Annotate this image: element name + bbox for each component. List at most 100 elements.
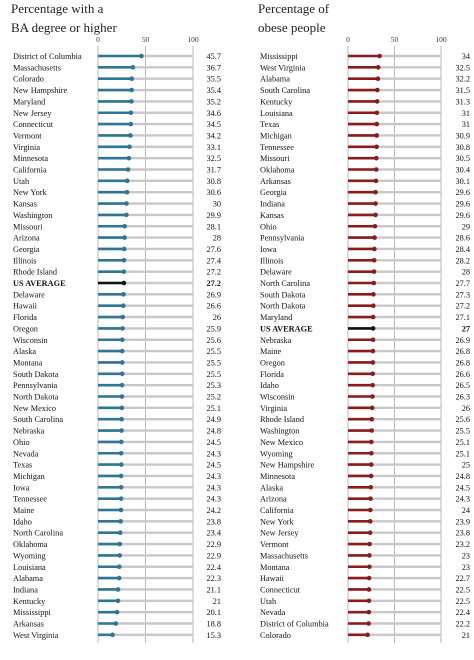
- chart-2-data-label: 22.5: [455, 597, 470, 606]
- chart-2-bar-dot: [367, 564, 372, 570]
- chart-1-row-label: Minnesota: [13, 154, 48, 163]
- chart-1-bar-dot: [117, 530, 123, 535]
- chart-1-data-label: 26.9: [206, 290, 221, 299]
- chart-2-data-label: 28.6: [455, 234, 470, 243]
- chart-2-data-label: 29.6: [455, 211, 470, 220]
- chart-2-bar-dot: [370, 326, 376, 331]
- chart-2-bar-dot: [366, 621, 371, 626]
- chart-2-row-label: Mississippi: [260, 52, 299, 61]
- chart-1-row-label: Louisiana: [13, 563, 46, 572]
- chart-2-data-label: 23.2: [455, 540, 470, 549]
- chart-1-data-label: 25.3: [206, 381, 221, 390]
- chart-1-row-label: Iowa: [13, 483, 30, 492]
- chart-2-row-label: Washington: [260, 427, 300, 436]
- chart-2-data-label: 22.5: [455, 585, 470, 594]
- chart-1-row-label: Massachusetts: [13, 63, 61, 72]
- chart-2-bar-dot: [369, 439, 374, 445]
- chart-1-row-label: Pennsylvania: [13, 381, 58, 390]
- chart-2-data-label: 22.4: [455, 608, 470, 617]
- chart-1-bar-dot: [119, 405, 125, 411]
- chart-2-bar-dot: [371, 292, 376, 297]
- chart-2-bar-dot: [369, 416, 375, 422]
- chart-2-data-label: 27: [462, 324, 470, 333]
- chart-2-row-label: California: [260, 506, 294, 515]
- chart-2-row-label: Florida: [260, 370, 284, 379]
- chart-1-row-label: Idaho: [13, 517, 32, 526]
- chart-2-bar-dot: [373, 178, 379, 184]
- chart-2-data-label: 28.2: [455, 256, 470, 265]
- chart-1-data-label: 22.9: [206, 540, 221, 549]
- chart-1-data-label: 30: [213, 200, 221, 209]
- chart-2-row-label: Louisiana: [260, 109, 293, 118]
- chart-2-row-label: Arizona: [260, 495, 287, 504]
- chart-1-bar-dot: [118, 496, 124, 501]
- chart-1-tick-label-50: 50: [142, 35, 150, 44]
- chart-1-row-label: Delaware: [13, 290, 45, 299]
- chart-1-bar-dot: [119, 371, 125, 377]
- chart-2-bar-dot: [365, 632, 370, 638]
- chart-1-data-label: 21.1: [206, 585, 221, 594]
- chart-1-data-label: 25.2: [206, 393, 221, 402]
- chart-1-row-label: District of Columbia: [13, 52, 82, 61]
- chart-2-bar-dot: [370, 394, 375, 399]
- chart-1-data-label: 24.3: [206, 483, 221, 492]
- chart-1-bar-dot: [117, 553, 123, 558]
- chart-1-row-label: Alabama: [13, 574, 43, 583]
- chart-2-bar-dot: [374, 133, 380, 138]
- chart-2-data-label: 31: [462, 109, 470, 118]
- chart-1-data-label: 25.1: [206, 404, 221, 413]
- chart-2-data-label: 25.1: [455, 449, 470, 458]
- chart-2-bar-dot: [366, 587, 372, 592]
- chart-2-data-label: 26.6: [455, 370, 470, 379]
- chart-2-bar-dot: [370, 337, 376, 343]
- chart-2-data-label: 24.3: [455, 495, 470, 504]
- chart-2-row-label: West Virginia: [260, 63, 306, 72]
- chart-2-data-label: 24.8: [455, 472, 470, 481]
- chart-2-data-label: 30.4: [455, 166, 470, 175]
- chart-1-data-label: 24.8: [206, 427, 221, 436]
- chart-1-data-label: 25.6: [206, 336, 221, 345]
- chart-2-data-label: 25.6: [455, 415, 470, 424]
- chart-1-row-label: New Jersey: [13, 109, 52, 118]
- chart-1-bar-dot: [121, 246, 127, 252]
- chart-1-bar-dot: [118, 519, 123, 524]
- chart-1-title-line-2: BA degree or higher: [11, 20, 117, 35]
- chart-2-data-label: 28.4: [455, 245, 470, 254]
- chart-1-row-label: Maine: [13, 506, 35, 515]
- chart-2-title-line-1: Percentage of: [258, 1, 330, 16]
- chart-2-bar-dot: [366, 598, 372, 604]
- chart-1-bar-dot: [122, 223, 127, 229]
- chart-1-bar-dot: [129, 76, 135, 81]
- chart-1-row-label: Maryland: [13, 97, 46, 106]
- chart-1-row-label: Illinois: [13, 256, 37, 265]
- chart-1-bar-dot: [119, 428, 124, 433]
- chart-2-row-label: Tennessee: [260, 143, 294, 152]
- chart-2-title-line-2: obese people: [258, 20, 326, 35]
- chart-1-row-label: Rhode Island: [13, 268, 58, 277]
- chart-1-bar-dot: [128, 121, 134, 127]
- chart-1-row-label: Connecticut: [13, 120, 54, 129]
- chart-1-bar-dot: [129, 99, 134, 104]
- chart-2-bar-dot: [367, 541, 372, 547]
- chart-1-data-label: 25.5: [206, 347, 221, 356]
- chart-1-row-label: Mississippi: [13, 608, 52, 617]
- chart-1-bar-dot: [127, 144, 132, 150]
- chart-1-row-label: North Dakota: [13, 393, 59, 402]
- chart-2-row-label: South Dakota: [260, 290, 306, 299]
- chart-2-row-label: New York: [260, 517, 295, 526]
- chart-2-bar-dot: [370, 360, 376, 365]
- chart-1-data-label: 25.5: [206, 370, 221, 379]
- chart-1-row-label: Wyoming: [13, 551, 46, 560]
- chart-2-data-label: 23: [462, 563, 470, 572]
- chart-1-bar-dot: [118, 439, 124, 445]
- chart-2-row-label: Maine: [260, 347, 282, 356]
- chart-1-row-label: Nevada: [13, 449, 39, 458]
- chart-2-row-label: Utah: [260, 597, 277, 606]
- chart-2-row-label: Idaho: [260, 381, 279, 390]
- chart-1-data-label: 45.7: [206, 52, 221, 61]
- chart-1-row-label: Montana: [13, 358, 43, 367]
- chart-1-bar-dot: [120, 326, 125, 331]
- chart-2-row-label: US AVERAGE: [260, 324, 313, 333]
- chart-2-row-label: Connecticut: [260, 585, 301, 594]
- chart-2-data-label: 27.7: [455, 279, 470, 288]
